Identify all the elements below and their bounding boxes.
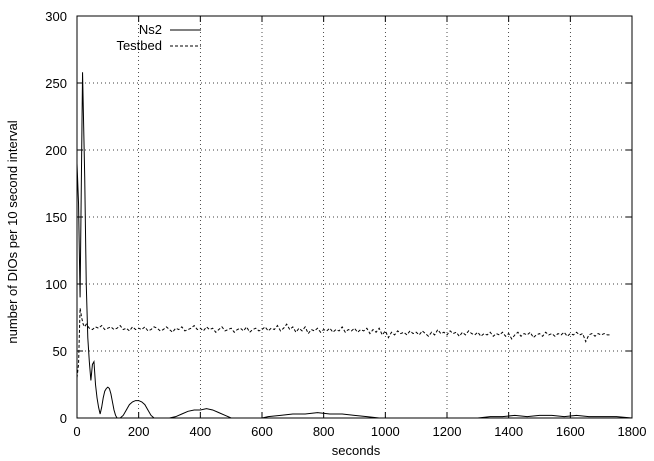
series-line-testbed bbox=[76, 308, 611, 378]
x-tick-label: 200 bbox=[128, 424, 150, 439]
y-tick-label: 300 bbox=[45, 9, 67, 24]
legend-label-testbed: Testbed bbox=[116, 38, 162, 53]
axes bbox=[76, 15, 633, 419]
series-line-ns2 bbox=[76, 72, 633, 419]
y-tick-label: 250 bbox=[45, 76, 67, 91]
plot-frame bbox=[76, 15, 633, 419]
x-tick-label: 0 bbox=[73, 424, 80, 439]
y-tick-label: 100 bbox=[45, 277, 67, 292]
x-tick-label: 800 bbox=[313, 424, 335, 439]
y-tick-label: 200 bbox=[45, 143, 67, 158]
x-tick-label: 600 bbox=[251, 424, 273, 439]
x-tick-label: 1400 bbox=[494, 424, 523, 439]
x-tick-label: 1000 bbox=[371, 424, 400, 439]
y-axis-label: number of DIOs per 10 second interval bbox=[5, 120, 20, 343]
x-tick-label: 1200 bbox=[433, 424, 462, 439]
x-tick-label: 1600 bbox=[556, 424, 585, 439]
series-layer bbox=[76, 72, 633, 419]
y-tick-label: 50 bbox=[53, 344, 67, 359]
x-tick-label: 400 bbox=[189, 424, 211, 439]
x-axis-label: seconds bbox=[332, 443, 381, 458]
x-tick-label: 1800 bbox=[618, 424, 647, 439]
y-tick-label: 0 bbox=[60, 411, 67, 426]
grid bbox=[77, 16, 632, 418]
ticks: 0 200 400 600 800 1000 1200 1400 1600 1800 0 50 100 1… bbox=[45, 9, 646, 439]
y-tick-label: 150 bbox=[45, 210, 67, 225]
legend-label-ns2: Ns2 bbox=[139, 22, 162, 37]
